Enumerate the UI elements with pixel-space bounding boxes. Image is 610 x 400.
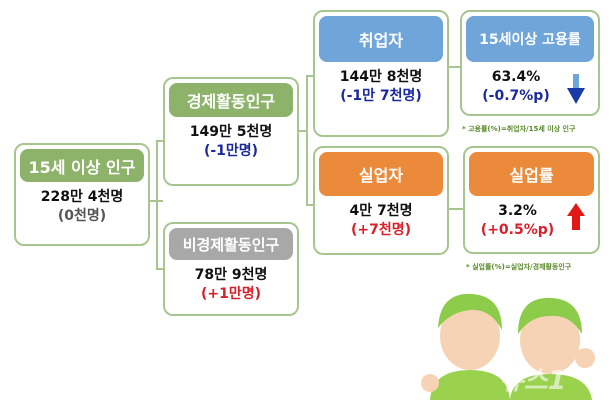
unemployment-rate-value: 3.2% — [498, 203, 537, 219]
connector — [449, 66, 461, 68]
connector — [299, 130, 307, 132]
active-population-label: 경제활동인구 — [169, 83, 293, 117]
up-arrow-icon — [567, 203, 585, 230]
inactive-population-change: (+1만명) — [200, 286, 262, 302]
employed-change: (-1만 7천명) — [340, 88, 422, 104]
down-arrow-icon — [567, 74, 585, 104]
unemployment-rate-box: 실업률 3.2% (+0.5%p) — [463, 146, 600, 254]
total-population-box: 15세 이상 인구 228만 4천명 (0천명) — [14, 143, 150, 246]
employed-value: 144만 8천명 — [339, 69, 423, 85]
employed-box: 취업자 144만 8천명 (-1만 7천명) — [313, 10, 449, 137]
active-population-value: 149만 5천명 — [189, 124, 273, 140]
active-population-change: (-1만명) — [203, 143, 259, 159]
employment-rate-box: 15세이상 고용률 63.4% (-0.7%p) — [460, 10, 600, 116]
connector — [306, 204, 314, 206]
employment-rate-change: (-0.7%p) — [482, 88, 550, 104]
unemployed-label: 실업자 — [319, 152, 443, 196]
employment-rate-note: * 고용률(%)=취업자/15세 이상 인구 — [462, 125, 576, 133]
unemployment-rate-label: 실업률 — [469, 152, 594, 196]
connector — [156, 140, 164, 142]
connector — [449, 208, 463, 210]
total-population-value: 228만 4천명 — [40, 189, 124, 205]
inactive-population-label: 비경제활동인구 — [169, 228, 293, 260]
inactive-population-box: 비경제활동인구 78만 9천명 (+1만명) — [163, 222, 299, 316]
unemployed-change: (+7천명) — [350, 222, 412, 238]
connector — [306, 75, 314, 77]
employment-rate-value: 63.4% — [491, 69, 541, 85]
workers-illustration-icon — [421, 293, 595, 400]
total-population-label: 15세 이상 인구 — [20, 149, 144, 182]
unemployment-rate-note: * 실업률(%)=실업자/경제활동인구 — [466, 263, 572, 271]
inactive-population-value: 78만 9천명 — [194, 267, 268, 283]
connector — [156, 268, 164, 270]
unemployment-rate-change: (+0.5%p) — [480, 222, 555, 238]
employed-label: 취업자 — [319, 16, 443, 62]
employment-rate-label: 15세이상 고용률 — [466, 16, 594, 62]
connector — [156, 140, 158, 270]
active-population-box: 경제활동인구 149만 5천명 (-1만명) — [163, 77, 299, 186]
connector — [306, 75, 308, 205]
total-population-change: (0천명) — [57, 208, 107, 224]
watermark: 뉴스1 — [500, 366, 566, 396]
unemployed-box: 실업자 4만 7천명 (+7천명) — [313, 146, 449, 255]
unemployed-value: 4만 7천명 — [349, 203, 413, 219]
